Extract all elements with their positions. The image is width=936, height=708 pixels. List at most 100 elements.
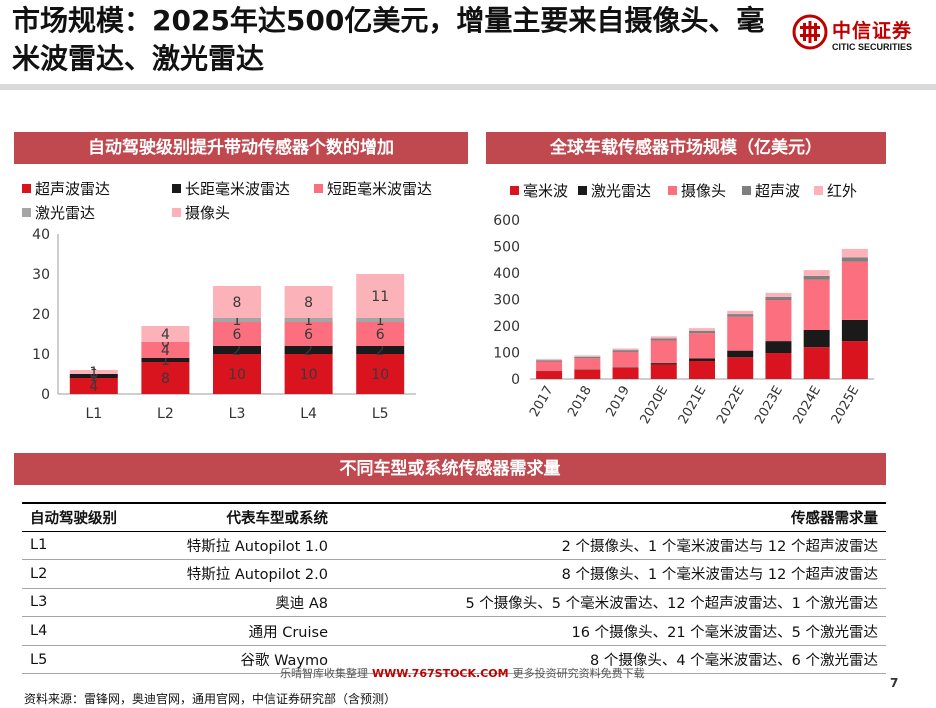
cell-level: L4	[22, 616, 140, 646]
bar-segment	[574, 355, 601, 357]
bar-segment	[689, 360, 715, 379]
source-note: 资料来源：雷锋网，奥迪官网，通用官网，中信证券研究部（含预测）	[24, 692, 397, 706]
table-row: L1 特斯拉 Autopilot 1.0 2 个摄像头、1 个毫米波雷达与 12…	[22, 531, 886, 561]
bar-segment	[765, 296, 792, 301]
bar-segment	[765, 292, 792, 297]
y-tick-label: 0	[41, 387, 50, 403]
table-header-row: 自动驾驶级别 代表车型或系统 传感器需求量	[22, 502, 886, 532]
data-label: 2	[376, 343, 385, 359]
bar-segment	[284, 346, 333, 354]
bar-segment	[689, 358, 715, 361]
legend-label: 激光雷达	[591, 182, 652, 200]
y-tick-label: 100	[493, 346, 520, 362]
bar-segment	[141, 326, 190, 342]
bar-segment	[612, 367, 639, 368]
data-label: 8	[304, 295, 313, 311]
y-tick-label: 300	[493, 293, 520, 309]
legend-item: 毫米波	[510, 180, 568, 201]
y-tick-label: 200	[493, 319, 520, 335]
table-row: L5 谷歌 Waymo 8 个摄像头、4 个毫米波雷达、6 个激光雷达	[22, 645, 886, 675]
y-tick-label: 40	[32, 227, 50, 243]
bar-segment	[803, 279, 830, 330]
data-label: 4	[161, 327, 170, 343]
cell-level: L3	[22, 588, 140, 618]
bar-segment	[356, 354, 405, 394]
cell-sensors: 8 个摄像头、4 个毫米波雷达、6 个激光雷达	[336, 645, 886, 675]
page-number: 7	[890, 676, 899, 690]
y-tick-label: 600	[493, 213, 520, 229]
bar-segment	[612, 367, 639, 379]
bar-segment	[574, 369, 601, 379]
bar-segment	[356, 322, 405, 346]
legend-item: 短距毫米波雷达	[314, 178, 432, 199]
bar-segment	[141, 342, 190, 358]
bar-segment	[727, 314, 754, 317]
watermark-url[interactable]: WWW.767STOCK.COM	[372, 667, 509, 680]
data-label: 1	[304, 313, 313, 329]
cell-sensors: 8 个摄像头、1 个毫米波雷达与 12 个超声波雷达	[336, 559, 886, 589]
bar-segment	[765, 341, 792, 354]
x-tick-label: L2	[157, 406, 174, 422]
legend-label: 毫米波	[523, 182, 569, 200]
bar-segment	[650, 364, 677, 379]
table-row: L2 特斯拉 Autopilot 2.0 8 个摄像头、1 个毫米波雷达与 12…	[22, 559, 886, 589]
x-tick-label: L1	[85, 406, 102, 422]
legend-swatch	[22, 208, 31, 217]
bar-segment	[69, 370, 118, 374]
y-tick-label: 20	[32, 307, 50, 323]
bar-segment	[284, 322, 333, 346]
table-heading: 不同车型或系统传感器需求量	[14, 453, 886, 485]
legend-item: 超声波雷达	[22, 178, 110, 199]
bar-segment	[650, 363, 677, 365]
legend-swatch	[314, 184, 323, 193]
cell-level: L2	[22, 559, 140, 589]
data-label: 1	[89, 365, 98, 381]
cell-level: L5	[22, 645, 140, 675]
bar-segment	[213, 354, 261, 394]
bar-segment	[841, 248, 868, 258]
data-label: 0	[161, 335, 170, 351]
data-label: 1	[89, 369, 98, 385]
bar-segment	[765, 353, 792, 379]
bar-segment	[356, 318, 405, 322]
x-tick-label: 2023E	[752, 384, 786, 427]
cell-sensors: 16 个摄像头、21 个毫米波雷达、5 个激光雷达	[336, 616, 886, 646]
column-header-level: 自动驾驶级别	[22, 502, 140, 532]
x-tick-label: 2018	[565, 384, 595, 420]
title-divider	[0, 84, 936, 90]
bar-segment	[284, 286, 333, 318]
data-label: 6	[376, 327, 385, 343]
data-label: 8	[233, 295, 242, 311]
legend-item: 长距毫米波雷达	[172, 178, 290, 199]
x-tick-label: 2017	[527, 384, 557, 420]
legend-label: 超声波	[755, 182, 801, 200]
data-label: 1	[233, 313, 242, 329]
bar-segment	[356, 346, 405, 354]
legend-swatch	[578, 186, 587, 195]
bar-segment	[650, 338, 677, 341]
data-label: 11	[371, 289, 389, 305]
bar-segment	[69, 378, 118, 394]
data-label: 2	[233, 343, 242, 359]
bar-segment	[284, 318, 333, 322]
bar-segment	[213, 318, 261, 322]
data-label: 1	[161, 353, 170, 369]
cell-model: 特斯拉 Autopilot 1.0	[140, 531, 336, 561]
legend-item: 超声波	[742, 180, 800, 201]
legend-item: 激光雷达	[22, 202, 95, 223]
sensor-requirement-table: 自动驾驶级别 代表车型或系统 传感器需求量 L1 特斯拉 Autopilot 1…	[22, 502, 886, 675]
table-row: L4 通用 Cruise 16 个摄像头、21 个毫米波雷达、5 个激光雷达	[22, 616, 886, 646]
legend-swatch	[172, 208, 181, 217]
sensor-market-chart: 0 100 200 300 400 500 600 2017 2018 2019 2020E 2021…	[493, 213, 874, 427]
bar-segment	[536, 361, 563, 371]
x-tick-label: L3	[229, 406, 246, 422]
column-header-model: 代表车型或系统	[140, 502, 336, 532]
legend-swatch	[172, 184, 181, 193]
bar-segment	[841, 261, 868, 320]
legend-swatch	[814, 186, 823, 195]
bar-segment	[356, 274, 405, 318]
data-label: 1	[376, 313, 385, 329]
cell-model: 通用 Cruise	[140, 616, 336, 646]
x-tick-label: 2020E	[638, 384, 672, 427]
legend-item: 激光雷达	[578, 180, 651, 201]
